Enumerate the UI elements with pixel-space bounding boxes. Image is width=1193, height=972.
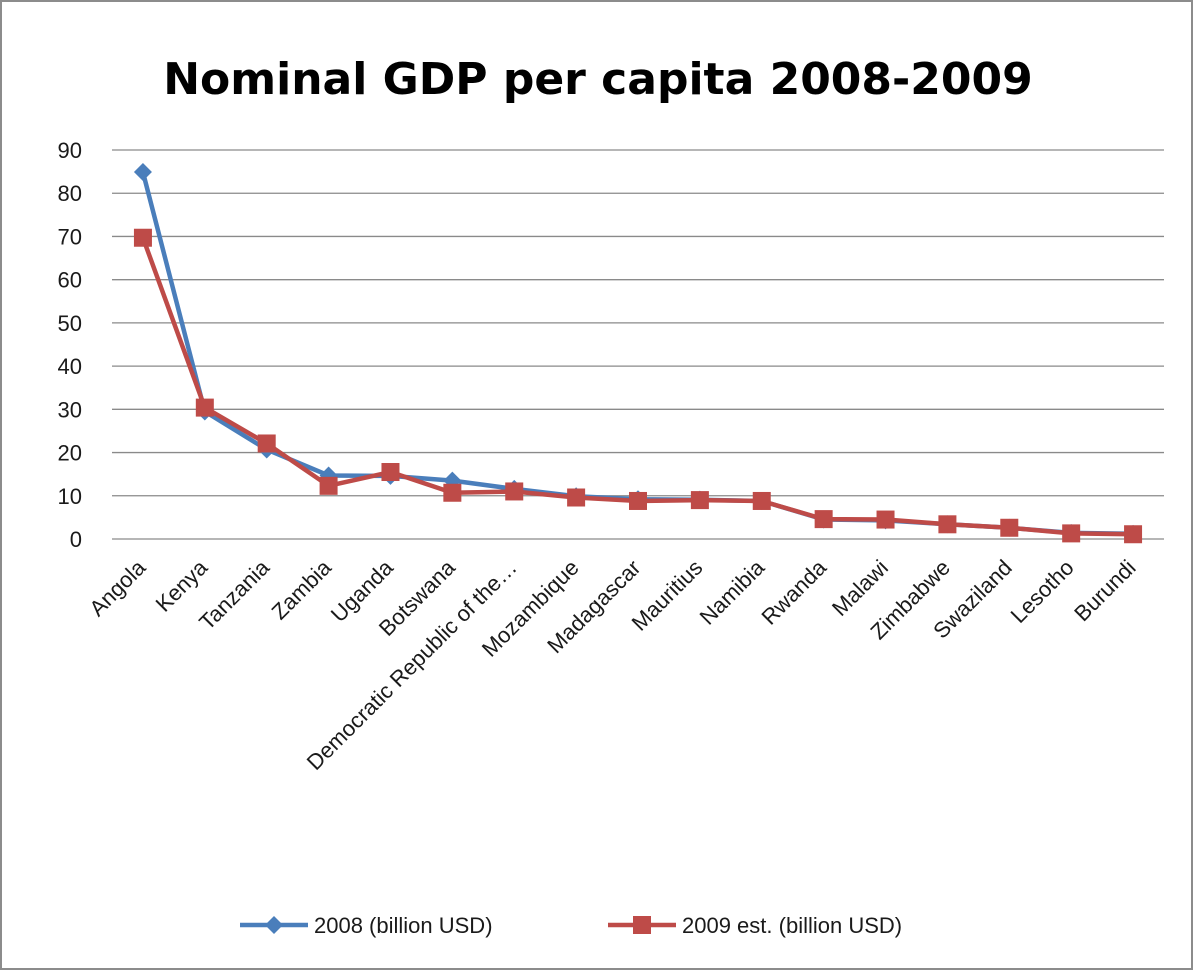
data-point [195,398,214,417]
x-axis-category-labels: Angola KenyaTanzaniaZambiaUgandaBotswanaD… [84,554,1140,775]
legend-label: 2009 est. (billion USD) [682,913,902,938]
data-point [629,491,647,510]
series-group [133,163,1143,544]
legend-marker [633,916,651,934]
x-category-label: Tanzania [194,554,274,634]
data-point [876,510,895,529]
data-point [381,463,400,482]
y-tick-label: 0 [70,527,82,552]
gridlines [112,149,1164,540]
legend: 2008 (billion USD) 2009 est. (billion USD… [240,913,902,938]
x-category-label: Namibia [695,554,770,629]
x-category-label: Lesotho [1006,555,1079,628]
y-tick-label: 30 [58,397,82,422]
data-point [257,434,276,453]
y-tick-label: 10 [58,484,82,509]
legend-marker [265,916,283,934]
data-point [319,476,338,495]
y-axis-tick-labels: 0 10 20 30 40 50 60 70 80 90 [58,138,82,552]
data-point [567,488,586,507]
data-point [1000,518,1019,537]
series-1 [133,163,1143,543]
series-line [140,236,1134,537]
data-point [1062,524,1081,543]
data-point [814,510,833,529]
data-point [443,483,462,502]
x-category-label: Zambia [267,554,337,624]
y-tick-label: 40 [58,354,82,379]
data-point [133,228,152,247]
y-tick-label: 20 [58,441,82,466]
data-point [505,482,524,501]
legend-item: 2008 (billion USD) [240,913,493,938]
data-point [133,163,152,182]
series-line [140,171,1134,537]
x-category-label: Rwanda [756,554,831,629]
data-point [752,491,771,510]
legend-item: 2009 est. (billion USD) [608,913,902,938]
x-category-label: Burundi [1069,555,1140,626]
data-point [690,491,709,510]
chart-title: Nominal GDP per capita 2008-2009 [163,54,1033,105]
y-tick-label: 70 [58,224,82,249]
series-2 [133,228,1143,544]
y-tick-label: 90 [58,138,82,163]
x-category-label: Angola [84,554,151,621]
y-tick-label: 80 [58,181,82,206]
legend-label: 2008 (billion USD) [314,913,493,938]
data-point [938,515,957,534]
y-tick-label: 50 [58,311,82,336]
data-point [1124,525,1143,544]
y-tick-label: 60 [58,268,82,293]
